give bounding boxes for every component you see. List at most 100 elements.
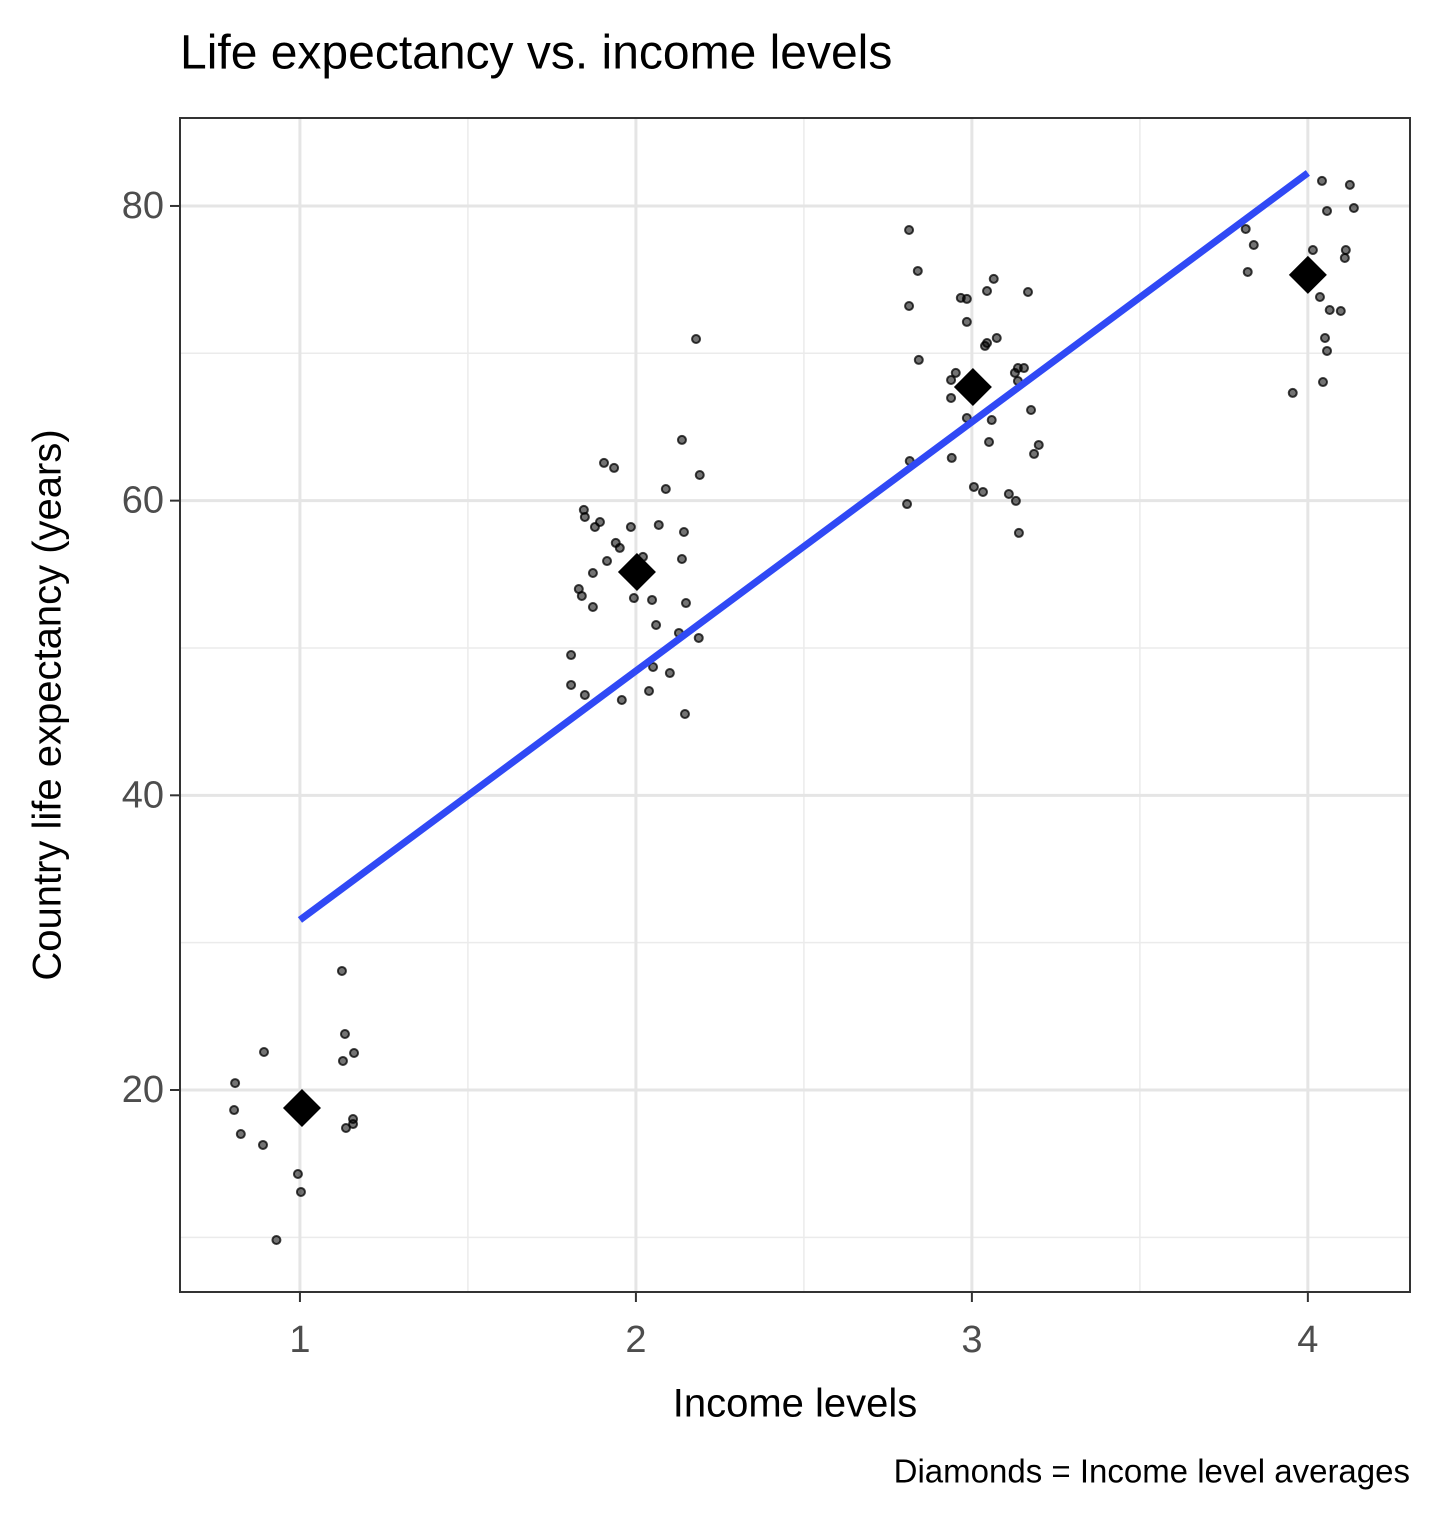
data-point (1248, 240, 1259, 251)
data-point (1026, 405, 1037, 416)
data-point (1339, 252, 1350, 263)
data-point (680, 598, 691, 609)
panel-border (179, 117, 1411, 1293)
data-point (339, 1029, 350, 1040)
data-point (1018, 363, 1029, 374)
data-point (1003, 489, 1014, 500)
data-point (1317, 377, 1328, 388)
data-point (587, 567, 598, 578)
data-point (678, 527, 689, 538)
data-point (946, 452, 957, 463)
fit-line (297, 170, 1310, 923)
data-point (614, 542, 625, 553)
data-point (602, 556, 613, 567)
y-tick-label: 60 (122, 480, 164, 522)
data-point (336, 965, 347, 976)
data-point (1287, 387, 1298, 398)
x-tick-label: 3 (961, 1319, 982, 1361)
data-point (1010, 495, 1021, 506)
data-point (1322, 205, 1333, 216)
data-point (337, 1055, 348, 1066)
data-point (664, 668, 675, 679)
data-point (644, 686, 655, 697)
data-point (913, 354, 924, 365)
data-point (1242, 266, 1253, 277)
data-point (566, 650, 577, 661)
chart-title: Life expectancy vs. income levels (180, 27, 892, 80)
data-point (979, 340, 990, 351)
data-point (1022, 287, 1033, 298)
data-point (679, 708, 690, 719)
mean-diamond (953, 368, 992, 407)
data-point (579, 689, 590, 700)
y-tick-label: 20 (122, 1069, 164, 1111)
data-point (653, 519, 664, 530)
data-point (628, 593, 639, 604)
y-tick-label: 80 (122, 185, 164, 227)
data-point (594, 517, 605, 528)
data-point (988, 273, 999, 284)
data-point (1340, 245, 1351, 256)
data-point (676, 434, 687, 445)
mean-diamond (1288, 255, 1327, 294)
data-point (693, 632, 704, 643)
data-point (904, 224, 915, 235)
mean-diamond (617, 552, 656, 591)
data-point (946, 392, 957, 403)
data-point (576, 590, 587, 601)
data-point (660, 484, 671, 495)
data-point (579, 511, 590, 522)
data-point (982, 285, 993, 296)
data-point (946, 374, 957, 385)
data-point (349, 1048, 360, 1059)
data-point (258, 1046, 269, 1057)
data-point (1344, 179, 1355, 190)
data-point (1324, 304, 1335, 315)
data-point (598, 457, 609, 468)
data-point (271, 1234, 282, 1245)
data-point (1029, 448, 1040, 459)
data-point (1322, 345, 1333, 356)
data-point (230, 1078, 241, 1089)
x-tick-label: 1 (289, 1319, 310, 1361)
data-point (1307, 245, 1318, 256)
data-point (902, 499, 913, 510)
data-point (984, 436, 995, 447)
x-axis-label: Income levels (673, 1382, 918, 1426)
data-point (292, 1168, 303, 1179)
data-point (257, 1139, 268, 1150)
data-point (235, 1129, 246, 1140)
data-point (986, 415, 997, 426)
data-point (968, 481, 979, 492)
data-point (348, 1114, 359, 1125)
data-point (651, 619, 662, 630)
data-point (950, 367, 961, 378)
data-point (676, 553, 687, 564)
data-point (912, 265, 923, 276)
x-tick-label: 4 (1297, 1319, 1318, 1361)
data-point (616, 694, 627, 705)
data-point (904, 301, 915, 312)
data-point (691, 334, 702, 345)
data-point (229, 1105, 240, 1116)
mean-diamond (282, 1088, 321, 1127)
data-point (961, 316, 972, 327)
data-point (977, 486, 988, 497)
data-point (991, 332, 1002, 343)
data-point (1319, 332, 1330, 343)
data-point (1013, 527, 1024, 538)
data-point (1348, 203, 1359, 214)
data-point (295, 1186, 306, 1197)
data-point (694, 470, 705, 481)
data-point (647, 594, 658, 605)
caption: Diamonds = Income level averages (894, 1453, 1410, 1490)
data-point (1314, 292, 1325, 303)
x-tick-label: 2 (625, 1319, 646, 1361)
data-point (1240, 223, 1251, 234)
data-point (625, 522, 636, 533)
data-point (1316, 175, 1327, 186)
data-point (648, 661, 659, 672)
data-point (340, 1123, 351, 1134)
